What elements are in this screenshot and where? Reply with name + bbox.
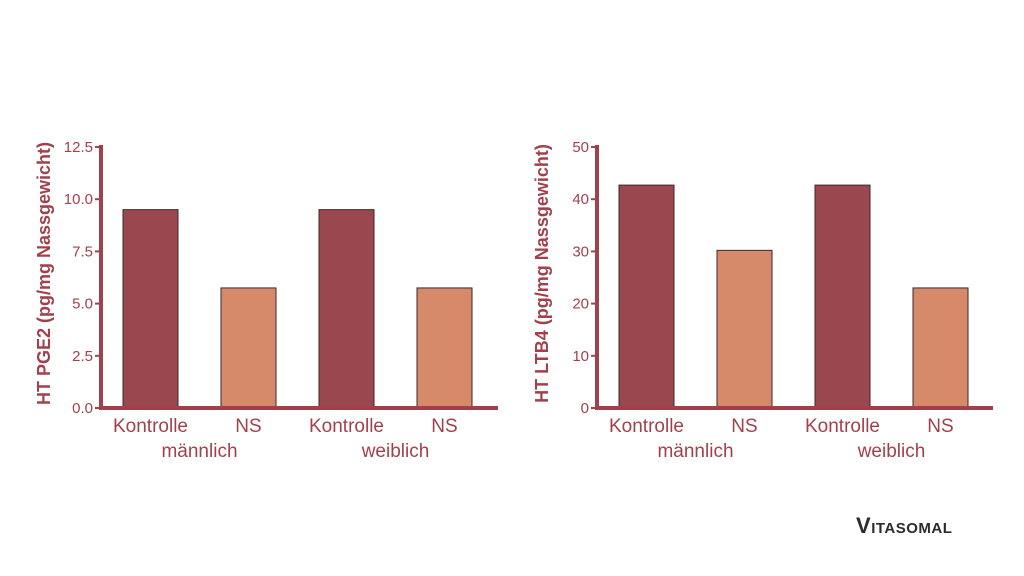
bar-1-2: [220, 287, 277, 409]
group-label-1-1: männlich: [161, 441, 237, 462]
logo-rest: ITASOMAL: [871, 520, 953, 537]
group-label-1-2: weiblich: [361, 441, 430, 462]
category-label-1-2: NS: [235, 416, 261, 437]
y-tick-label-1-1: 0.0: [72, 400, 93, 417]
y-tick-label-1-5: 10.0: [64, 191, 93, 208]
y-tick-label-2-5: 40: [572, 191, 589, 208]
bar-2-3: [814, 184, 871, 409]
y-tick-label-2-1: 0: [581, 400, 589, 417]
category-label-1-1: Kontrolle: [113, 416, 188, 437]
group-label-2-2: weiblich: [857, 441, 926, 462]
y-tick-label-1-3: 5.0: [72, 296, 93, 313]
logo-initial: V: [856, 513, 872, 538]
y-tick-label-1-4: 7.5: [72, 243, 93, 260]
bar-1-1: [122, 209, 179, 409]
y-tick-label-2-3: 20: [572, 296, 589, 313]
category-label-2-4: NS: [927, 416, 953, 437]
vitasomal-logo: VITASOMAL: [856, 513, 952, 539]
bar-1-3: [318, 209, 375, 409]
y-axis-title-2: HT LTB4 (pg/mg Nassgewicht): [532, 144, 552, 403]
bar-2-2: [716, 249, 773, 409]
category-label-2-3: Kontrolle: [805, 416, 880, 437]
y-tick-label-2-4: 30: [572, 243, 589, 260]
group-label-2-1: männlich: [657, 441, 733, 462]
category-label-2-2: NS: [731, 416, 757, 437]
y-tick-label-2-2: 10: [572, 348, 589, 365]
bar-2-4: [912, 287, 969, 409]
y-tick-label-2-6: 50: [572, 139, 589, 156]
bar-2-1: [618, 184, 675, 409]
category-label-1-3: Kontrolle: [309, 416, 384, 437]
category-label-1-4: NS: [431, 416, 457, 437]
y-tick-label-1-6: 12.5: [64, 139, 93, 156]
bar-1-4: [416, 287, 473, 409]
y-tick-label-1-2: 2.5: [72, 348, 93, 365]
category-label-2-1: Kontrolle: [609, 416, 684, 437]
y-axis-title-1: HT PGE2 (pg/mg Nassgewicht): [34, 142, 54, 405]
